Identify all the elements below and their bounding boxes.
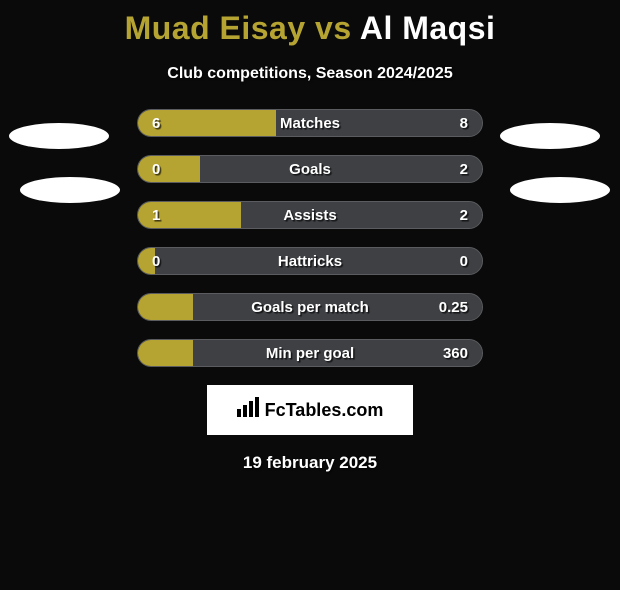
player-left-name: Muad Eisay xyxy=(125,10,306,46)
stats-container: 6Matches80Goals21Assists20Hattricks0Goal… xyxy=(137,109,483,367)
branding-badge: FcTables.com xyxy=(207,385,413,435)
stat-label: Goals xyxy=(138,156,482,182)
stat-row: 1Assists2 xyxy=(137,201,483,229)
stat-value-right: 0.25 xyxy=(439,294,468,320)
stat-value-right: 2 xyxy=(460,156,468,182)
player-right-name: Al Maqsi xyxy=(360,10,496,46)
decorative-ellipse-3 xyxy=(510,177,610,203)
date-label: 19 february 2025 xyxy=(0,453,620,473)
stat-label: Matches xyxy=(138,110,482,136)
stat-value-right: 0 xyxy=(460,248,468,274)
decorative-ellipse-2 xyxy=(500,123,600,149)
stat-value-right: 8 xyxy=(460,110,468,136)
branding-icon xyxy=(237,397,259,423)
stat-row: 6Matches8 xyxy=(137,109,483,137)
stat-label: Goals per match xyxy=(138,294,482,320)
decorative-ellipse-1 xyxy=(20,177,120,203)
stat-row: 0Goals2 xyxy=(137,155,483,183)
subtitle: Club competitions, Season 2024/2025 xyxy=(0,65,620,83)
stat-value-right: 360 xyxy=(443,340,468,366)
stat-value-right: 2 xyxy=(460,202,468,228)
page-title: Muad Eisay vs Al Maqsi xyxy=(0,10,620,47)
stat-row: 0Hattricks0 xyxy=(137,247,483,275)
branding-text: FcTables.com xyxy=(265,400,384,421)
title-vs: vs xyxy=(315,10,352,46)
decorative-ellipse-0 xyxy=(9,123,109,149)
stat-label: Hattricks xyxy=(138,248,482,274)
stat-label: Assists xyxy=(138,202,482,228)
stat-label: Min per goal xyxy=(138,340,482,366)
stat-row: Min per goal360 xyxy=(137,339,483,367)
stat-row: Goals per match0.25 xyxy=(137,293,483,321)
